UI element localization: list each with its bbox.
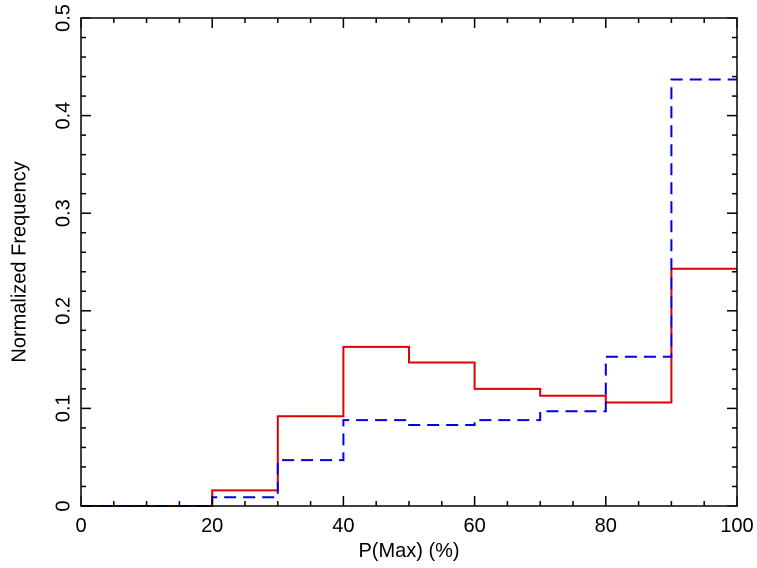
labels-layer: 0 20 40 60 80 100 0 0.1 0.2 0.3 0.4 0.5 bbox=[52, 4, 753, 537]
y-tick-label: 0.2 bbox=[52, 297, 74, 325]
x-tick-label: 80 bbox=[595, 515, 617, 537]
x-tick-label: 60 bbox=[463, 515, 485, 537]
y-tick-label: 0.5 bbox=[52, 4, 74, 32]
plot-frame bbox=[80, 17, 738, 507]
y-tick-label: 0.1 bbox=[52, 394, 74, 422]
x-axis-title: P(Max) (%) bbox=[358, 540, 459, 562]
x-tick-label: 40 bbox=[332, 515, 354, 537]
series-1-line bbox=[81, 267, 737, 507]
y-tick-label: 0.4 bbox=[52, 102, 74, 130]
x-tick-label: 20 bbox=[201, 515, 223, 537]
series-layer bbox=[81, 78, 737, 507]
y-axis-title: Normalized Frequency bbox=[8, 161, 30, 362]
x-tick-label: 100 bbox=[720, 515, 753, 537]
x-tick-label: 0 bbox=[75, 515, 86, 537]
series-2-line bbox=[81, 78, 737, 507]
ticks-layer bbox=[80, 17, 738, 507]
y-tick-label: 0.3 bbox=[52, 199, 74, 227]
y-tick-label: 0 bbox=[52, 500, 74, 511]
